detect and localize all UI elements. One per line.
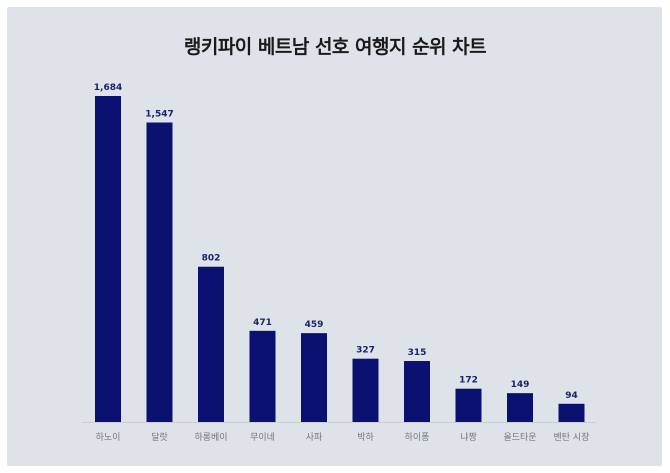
bar-8 [507,393,533,422]
data-label-7: 172 [459,376,478,386]
bar-7 [455,388,482,422]
data-label-4: 459 [305,320,324,330]
category-label-7: 냐짱 [460,432,477,443]
category-label-8: 올드타운 [503,432,536,443]
chart-title: 랭키파이 베트남 선호 여행지 순위 차트 [183,36,487,58]
bar-6 [404,361,430,422]
category-label-2: 하롱베이 [194,432,227,443]
category-label-3: 무이네 [250,432,275,443]
bar-4 [301,333,327,422]
data-label-5: 327 [356,346,375,356]
data-label-1: 1,547 [145,110,173,120]
category-label-4: 사파 [306,432,323,443]
data-label-6: 315 [408,348,427,358]
bar-2 [198,266,224,422]
category-label-9: 벤탄 시장 [554,432,590,443]
data-label-3: 471 [253,318,272,328]
category-label-5: 박하 [357,432,374,443]
category-label-6: 하이퐁 [405,432,430,443]
data-label-2: 802 [202,254,221,264]
data-label-8: 149 [511,380,530,390]
bar-0 [95,96,121,422]
bar-5 [352,358,379,422]
bar-3 [249,330,276,422]
data-label-0: 1,684 [94,83,122,93]
bar-9 [558,403,585,422]
bar-1 [146,122,173,423]
data-label-9: 94 [565,391,578,401]
category-label-0: 하노이 [96,432,121,443]
category-label-1: 달랏 [151,431,168,443]
